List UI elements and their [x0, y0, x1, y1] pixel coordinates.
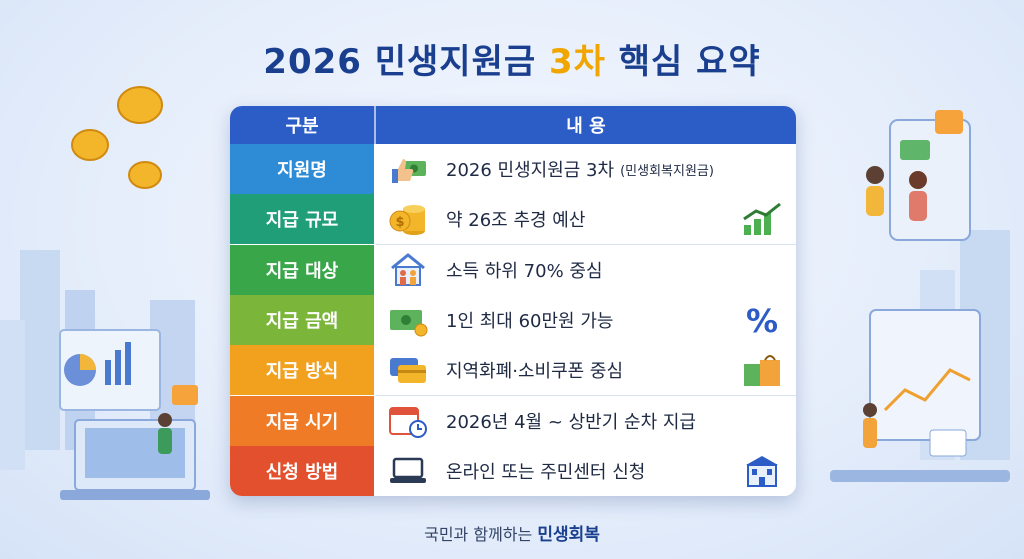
row-value-text: 1인 최대 60만원 가능	[446, 310, 614, 332]
page-title: 2026 민생지원금 3차 핵심 요약	[263, 42, 761, 82]
table-header: 구분 내 용	[230, 106, 796, 144]
gold-coins-decoration	[71, 86, 163, 189]
table-row: 신청 방법 온라인 또는 주민센터 신청	[230, 445, 796, 496]
row-value-cell: 1인 최대 60만원 가능%	[376, 294, 796, 346]
shopping-bag-icon	[740, 352, 784, 388]
table-row: 지급 방식 지역화폐·소비쿠폰 중심	[230, 345, 796, 397]
row-value-cell: $ 약 26조 추경 예산	[376, 194, 796, 246]
table-row: 지급 금액 1인 최대 60만원 가능%	[230, 294, 796, 347]
table-row: 지급 규모 $ 약 26조 추경 예산	[230, 194, 796, 246]
row-value-note: (민생회복지원금)	[620, 163, 714, 179]
background-illustration-left	[0, 250, 210, 500]
row-label: 신청 방법	[230, 445, 374, 496]
row-value-cell: 지역화폐·소비쿠폰 중심	[376, 345, 796, 397]
background-illustration-right	[830, 110, 1010, 482]
growth-chart-icon	[740, 201, 784, 237]
summary-table: 구분 내 용 지원명 2026 민생지원금 3차 (민생회복지원금) 지급 규모 $ 약 …	[230, 106, 796, 496]
row-value-text: 소득 하위 70% 중심	[446, 260, 603, 282]
calendar-clock-icon	[388, 403, 428, 439]
percent-icon: %	[740, 302, 784, 340]
cards-icon	[388, 352, 428, 388]
row-value-text: 약 26조 추경 예산	[446, 210, 586, 232]
row-value: 2026 민생지원금 3차 (민생회복지원금)	[446, 144, 714, 194]
table-row: 지급 시기 2026년 4월 ~ 상반기 순차 지급	[230, 395, 796, 448]
row-value-cell: 온라인 또는 주민센터 신청	[376, 445, 796, 496]
row-label: 지급 규모	[230, 194, 374, 245]
row-value: 1인 최대 60만원 가능	[446, 295, 613, 345]
row-label: 지급 금액	[230, 294, 374, 345]
family-house-icon	[388, 252, 428, 288]
cash-icon	[388, 302, 428, 338]
row-value: 소득 하위 70% 중심	[446, 245, 603, 295]
row-label: 지급 시기	[230, 395, 374, 446]
row-value-cell: 2026년 4월 ~ 상반기 순차 지급	[376, 395, 796, 447]
row-label: 지원명	[230, 144, 374, 194]
header-content: 내 용	[566, 116, 606, 137]
row-label: 지급 대상	[230, 244, 374, 295]
footer-slogan: 국민과 함께하는 민생회복	[424, 525, 600, 545]
coin-stack-icon: $	[388, 201, 428, 237]
row-value-text: 지역화폐·소비쿠폰 중심	[446, 361, 624, 383]
building-icon	[740, 453, 784, 489]
svg-text:%: %	[746, 302, 778, 338]
row-value-text: 2026 민생지원금 3차	[446, 160, 615, 181]
row-value: 2026년 4월 ~ 상반기 순차 지급	[446, 396, 696, 446]
row-value-cell: 소득 하위 70% 중심	[376, 244, 796, 296]
row-value: 약 26조 추경 예산	[446, 194, 585, 244]
row-value-text: 온라인 또는 주민센터 신청	[446, 461, 646, 483]
header-divider	[374, 106, 376, 144]
row-value-cell: 2026 민생지원금 3차 (민생회복지원금)	[376, 144, 796, 195]
row-value-text: 2026년 4월 ~ 상반기 순차 지급	[446, 411, 696, 433]
table-row: 지급 대상 소득 하위 70% 중심	[230, 244, 796, 297]
thumbs-up-cash-icon	[388, 151, 428, 187]
svg-text:$: $	[395, 215, 404, 230]
laptop-icon	[388, 453, 428, 489]
table-row: 지원명 2026 민생지원금 3차 (민생회복지원금)	[230, 144, 796, 196]
header-category: 구분	[285, 116, 319, 137]
row-label: 지급 방식	[230, 345, 374, 396]
row-value: 지역화폐·소비쿠폰 중심	[446, 345, 623, 395]
row-value: 온라인 또는 주민센터 신청	[446, 446, 645, 496]
